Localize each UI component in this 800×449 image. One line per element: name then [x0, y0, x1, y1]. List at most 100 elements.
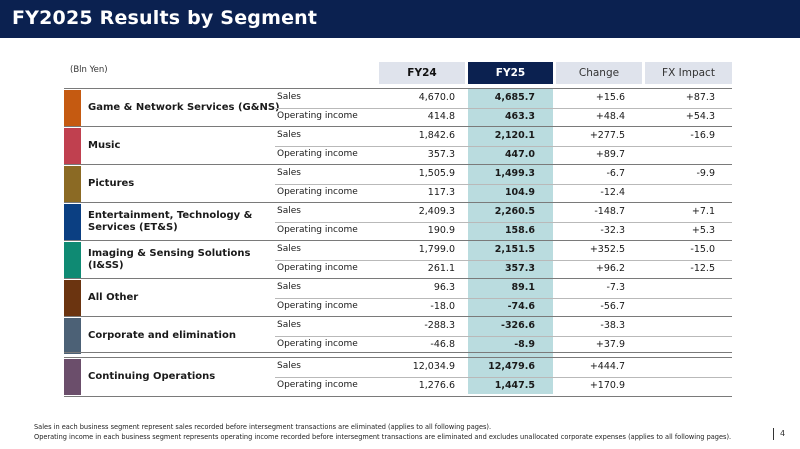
separator-line — [64, 357, 732, 358]
value-fx-impact: +5.3 — [691, 225, 715, 236]
operating-income-row: Operating income 117.3 104.9 -12.4 — [275, 184, 732, 203]
value-fy25: 12,479.6 — [488, 361, 535, 372]
row-divider — [275, 184, 732, 185]
value-change: -56.7 — [600, 301, 625, 312]
segment-color-swatch — [64, 318, 81, 354]
segment-music: Music — [64, 127, 732, 165]
value-change: -7.3 — [606, 282, 625, 293]
value-fy25: 89.1 — [511, 282, 535, 293]
operating-income-row: Operating income -18.0 -74.6 -56.7 — [275, 298, 732, 317]
value-fy24: 357.3 — [427, 149, 455, 160]
segment-ets: Entertainment, Technology & Services (ET… — [64, 203, 732, 241]
sales-row: Sales 1,799.0 2,151.5 +352.5 -15.0 — [275, 241, 732, 260]
separator-line — [64, 164, 732, 165]
segment-pictures: Pictures — [64, 165, 732, 203]
operating-income-row: Operating income 261.1 357.3 +96.2 -12.5 — [275, 260, 732, 279]
value-fy24: 2,409.3 — [418, 206, 455, 217]
row-divider — [275, 146, 732, 147]
sales-row: Sales 96.3 89.1 -7.3 — [275, 279, 732, 298]
operating-income-row: Operating income 190.9 158.6 -32.3 +5.3 — [275, 222, 732, 241]
row-label: Sales — [277, 244, 301, 254]
sales-row: Sales 12,034.9 12,479.6 +444.7 — [275, 358, 732, 377]
operating-income-row: Operating income 1,276.6 1,447.5 +170.9 — [275, 377, 732, 396]
segment-color-swatch — [64, 128, 81, 164]
page-title: FY2025 Results by Segment — [12, 7, 318, 29]
value-fx-impact: -15.0 — [690, 244, 715, 255]
separator-line — [64, 240, 732, 241]
value-fy25: 1,447.5 — [494, 380, 535, 391]
value-fy25: 463.3 — [504, 111, 535, 122]
value-fy25: 2,120.1 — [494, 130, 535, 141]
separator-line — [64, 396, 732, 397]
value-change: -6.7 — [606, 168, 625, 179]
segment-color-swatch — [64, 242, 81, 278]
segment-name: Entertainment, Technology & Services (ET… — [88, 210, 253, 233]
value-fy24: -46.8 — [430, 339, 455, 350]
value-change: +48.4 — [595, 111, 625, 122]
row-label: Sales — [277, 206, 301, 216]
value-fx-impact: +87.3 — [685, 92, 715, 103]
row-label: Operating income — [277, 225, 358, 235]
sales-row: Sales 4,670.0 4,685.7 +15.6 +87.3 — [275, 89, 732, 108]
value-fy25: 357.3 — [504, 263, 535, 274]
page-number-divider — [773, 428, 774, 440]
value-change: +37.9 — [595, 339, 625, 350]
segment-name: Continuing Operations — [88, 371, 216, 382]
row-label: Sales — [277, 320, 301, 330]
value-fy25: 2,260.5 — [494, 206, 535, 217]
value-fy24: 4,670.0 — [418, 92, 455, 103]
footnote-sales: Sales in each business segment represent… — [34, 423, 492, 431]
column-header-fx-impact: FX Impact — [645, 62, 732, 84]
value-change: -38.3 — [600, 320, 625, 331]
row-label: Sales — [277, 361, 301, 371]
row-divider — [275, 260, 732, 261]
segment-cont: Continuing Operations — [64, 358, 732, 396]
page-number: 4 — [780, 429, 786, 438]
row-divider — [275, 377, 732, 378]
value-fy25: -326.6 — [501, 320, 535, 331]
value-fy24: 414.8 — [427, 111, 455, 122]
value-change: +170.9 — [589, 380, 625, 391]
segment-gns: Game & Network Services (G&NS) — [64, 89, 732, 127]
segment-color-swatch — [64, 359, 81, 395]
value-fy24: 12,034.9 — [412, 361, 455, 372]
separator-line — [64, 278, 732, 279]
value-fy25: 4,685.7 — [494, 92, 535, 103]
value-fy25: -74.6 — [507, 301, 535, 312]
segment-color-swatch — [64, 204, 81, 240]
value-fy24: 190.9 — [427, 225, 455, 236]
separator-line — [64, 316, 732, 317]
value-change: +96.2 — [595, 263, 625, 274]
operating-income-row: Operating income 357.3 447.0 +89.7 — [275, 146, 732, 165]
sales-row: Sales 1,842.6 2,120.1 +277.5 -16.9 — [275, 127, 732, 146]
segment-name: Imaging & Sensing Solutions (I&SS) — [88, 248, 251, 271]
value-fy25: 2,151.5 — [494, 244, 535, 255]
value-fx-impact: -9.9 — [696, 168, 715, 179]
operating-income-row: Operating income 414.8 463.3 +48.4 +54.3 — [275, 108, 732, 127]
value-fx-impact: -16.9 — [690, 130, 715, 141]
column-header-change: Change — [556, 62, 642, 84]
value-fy24: 1,276.6 — [418, 380, 455, 391]
separator-line — [64, 352, 732, 353]
value-fy24: 261.1 — [427, 263, 455, 274]
value-fy25: 158.6 — [504, 225, 535, 236]
segment-color-swatch — [64, 280, 81, 316]
unit-label: (Bln Yen) — [70, 65, 108, 75]
value-change: +444.7 — [589, 361, 625, 372]
row-divider — [275, 222, 732, 223]
segment-color-swatch — [64, 166, 81, 202]
value-change: -12.4 — [600, 187, 625, 198]
value-change: -148.7 — [594, 206, 625, 217]
value-fx-impact: +7.1 — [691, 206, 715, 217]
value-change: +352.5 — [589, 244, 625, 255]
row-label: Operating income — [277, 380, 358, 390]
value-fy24: 1,505.9 — [418, 168, 455, 179]
row-label: Sales — [277, 168, 301, 178]
row-label: Operating income — [277, 111, 358, 121]
sales-row: Sales 1,505.9 1,499.3 -6.7 -9.9 — [275, 165, 732, 184]
value-fy24: -18.0 — [430, 301, 455, 312]
value-change: +277.5 — [589, 130, 625, 141]
segment-color-swatch — [64, 90, 81, 126]
row-label: Operating income — [277, 149, 358, 159]
segment-other: All Other — [64, 279, 732, 317]
